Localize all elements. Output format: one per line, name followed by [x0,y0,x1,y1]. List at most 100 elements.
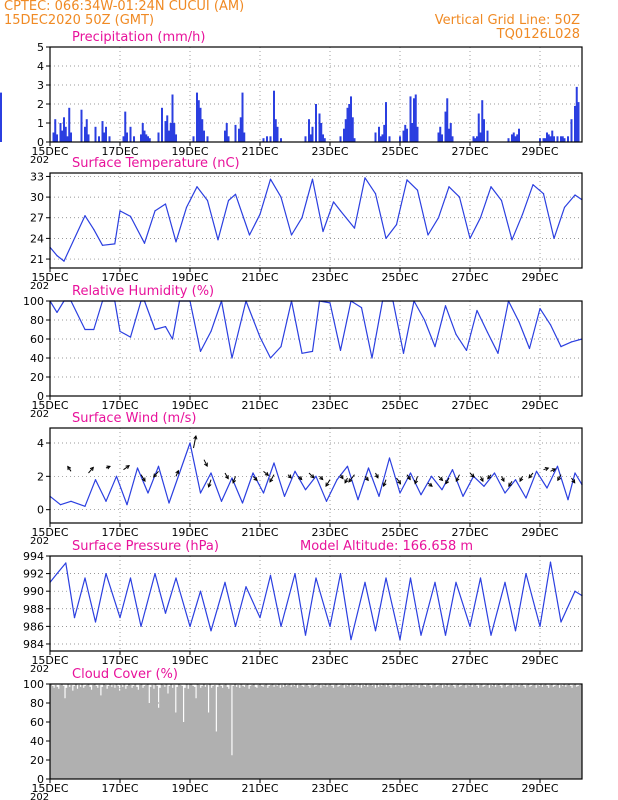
x-tick-label: 21DEC [241,399,278,412]
cloud-bar [452,685,455,779]
precip-bar [570,119,573,142]
cloud-bar [71,690,74,779]
precip-bar [168,130,170,142]
header-model-id: TQ0126L028 [496,27,580,42]
data-point [346,465,349,467]
series-line [49,300,583,359]
panel-title: Precipitation (mm/h) [72,30,205,45]
precip-bar [206,136,209,142]
y-tick-label: 5 [37,41,44,54]
precip-bar [171,94,174,142]
cloud-bar [340,684,343,779]
data-point [105,572,107,575]
wind-arrow-head [207,483,212,488]
cloud-bar [511,687,514,779]
data-point [399,492,401,494]
cloud-bar [365,684,368,779]
panel-4: 984 986 988 990 992 994 15DEC 17DEC 19DEC 21DEC 23… [23,539,583,675]
precip-bar [479,132,482,142]
precip-bar [344,119,347,142]
wind-arrow-head [455,477,460,482]
precip-bar [343,128,345,142]
plot-frame [49,300,583,397]
cloud-bar [330,685,333,779]
precip-bar [318,113,321,142]
precip-bar [567,136,569,142]
x-tick-label: 17DEC [101,782,138,795]
cloud-bar [410,684,413,779]
x-tick-label: 25DEC [381,782,418,795]
wind-arrow-head [264,471,270,477]
cloud-bar [248,688,251,779]
data-point [301,352,303,354]
cloud-bar [553,685,556,779]
cloud-bar [142,687,145,779]
cloud-bar [210,687,213,779]
cloud-bar [486,684,489,779]
data-point [73,616,76,619]
cloud-bar [234,684,237,779]
precip-bar [122,136,125,142]
cloud-bar [190,684,193,779]
precip-bar [320,123,323,142]
wind-arrow-head [364,476,369,482]
precip-bar [444,111,447,142]
cloud-bar [574,684,577,779]
x-tick-label: 29DEC [521,271,558,284]
cloud-bar [542,684,545,779]
cloud-bar [259,684,262,779]
cloud-bar [446,684,449,779]
precip-bar [280,138,282,142]
precip-bar [374,132,377,142]
data-point [469,237,471,239]
wind-arrow [348,474,355,483]
data-point [479,577,482,579]
wind-arrow [224,472,229,479]
precip-bar [441,134,443,142]
cloud-bar [243,686,246,779]
wind-arrow-head [557,476,562,482]
cloud-bar [53,687,56,779]
cloud-bar [285,685,288,779]
data-point [378,495,380,497]
precip-bar [402,130,405,142]
precip-bar [64,126,67,142]
x-tick-label: 15DEC [31,271,68,284]
wind-arrow-head [339,475,344,480]
cloud-bar [468,685,471,779]
data-point [504,581,506,583]
cloud-bar [408,684,411,779]
cloud-bar [293,685,296,779]
x-tick-label: 23DEC [311,526,348,539]
cloud-bar [143,685,146,779]
cloud-bar [305,684,308,779]
cloud-bar [162,684,165,779]
cloud-bar [173,684,176,779]
cloud-bar [436,685,439,779]
cloud-bar [500,687,503,779]
cloud-bar [516,684,519,779]
cloud-bar [310,684,313,779]
wind-arrow-head [141,477,146,482]
wind-arrow-head [500,477,505,483]
precip-bar [238,128,240,142]
cloud-bar [138,684,141,779]
data-point [119,616,121,619]
wind-arrow [383,479,387,487]
x-tick-label: 29DEC [521,654,558,667]
precip-bar [542,138,545,142]
precip-bar [577,102,580,142]
y-tick-label: 40 [30,735,44,748]
cloud-bar [335,684,338,779]
precip-bar [68,107,71,142]
data-point [262,492,265,494]
x-tick-label: 25DEC [381,526,418,539]
cloud-bar [502,684,505,779]
data-point [553,237,555,239]
wind-arrow [232,476,236,483]
cloud-bar [118,690,121,779]
precip-bar [560,136,562,142]
cloud-bar [341,684,344,779]
cloud-bar [424,686,427,779]
precip-bar [169,123,172,142]
